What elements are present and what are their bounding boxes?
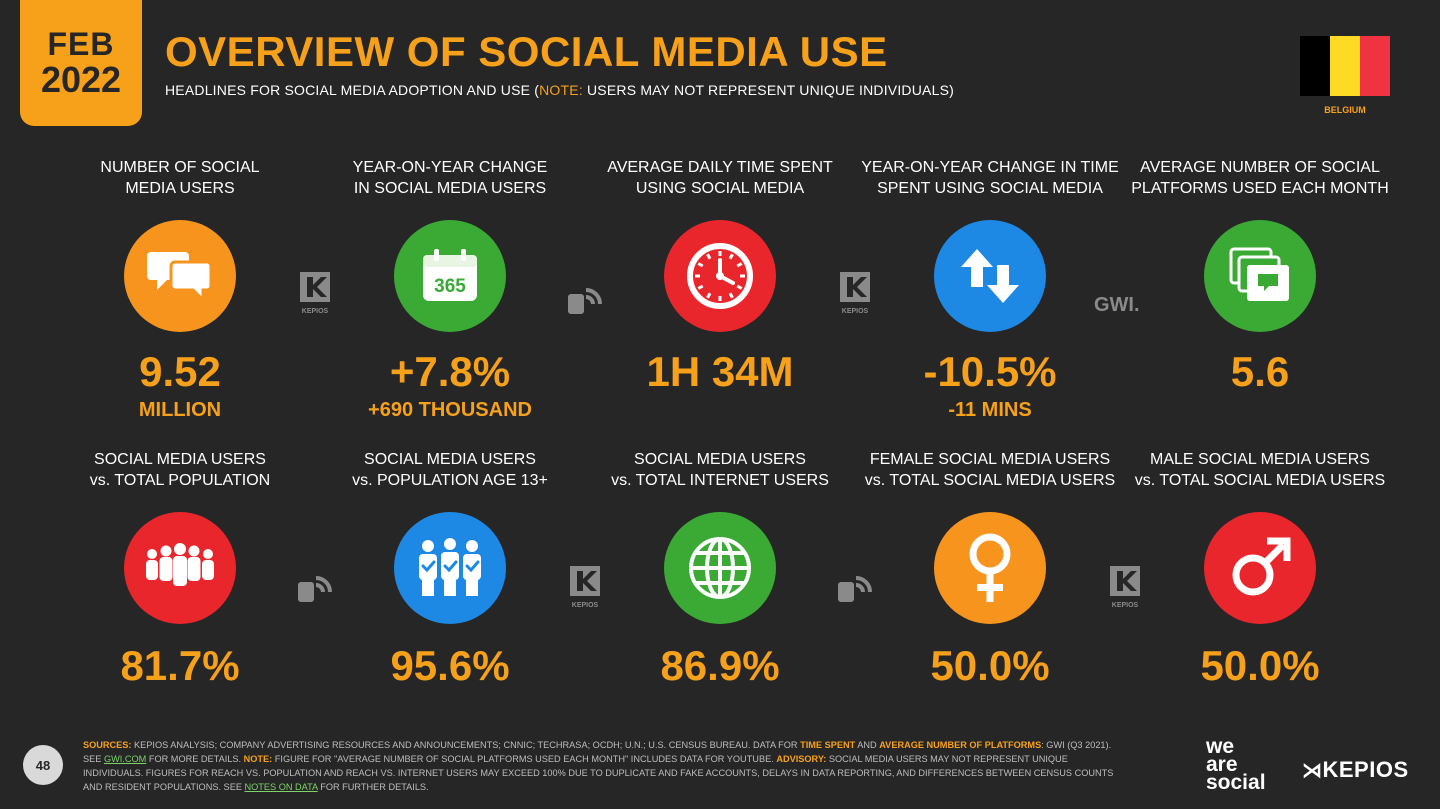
kepios-source-label: KEPIOS [1111, 602, 1139, 609]
we-are-social-logo: we are social [1206, 735, 1266, 794]
subtitle-note: NOTE: [539, 82, 583, 98]
kepios-source-icon: KEPIOS [1108, 566, 1142, 609]
belgium-flag-icon [1300, 36, 1390, 96]
stat-reach-age-13: SOCIAL MEDIA USERS vs. POPULATION AGE 13+… [315, 449, 585, 689]
stat-reach-internet-users: SOCIAL MEDIA USERS vs. TOTAL INTERNET USE… [585, 449, 855, 689]
stat-yoy-users: YEAR-ON-YEAR CHANGE IN SOCIAL MEDIA USERS… [315, 157, 585, 423]
stat-label: MALE SOCIAL MEDIA USERS vs. TOTAL SOCIAL … [1134, 451, 1386, 489]
stat-label: AVERAGE DAILY TIME SPENT USING SOCIAL MED… [607, 159, 833, 197]
datareportal-source-icon [836, 572, 876, 611]
chat-bubbles-icon [124, 220, 236, 332]
notes-on-data-link[interactable]: NOTES ON DATA [244, 782, 318, 792]
flag-stripe-yellow [1330, 36, 1360, 96]
stat-yoy-time: YEAR-ON-YEAR CHANGE IN TIME SPENT USING S… [855, 157, 1125, 423]
stat-value: 95.6% [390, 642, 510, 689]
stat-daily-time: AVERAGE DAILY TIME SPENT USING SOCIAL MED… [585, 157, 855, 397]
stat-value: +7.8% [389, 348, 511, 395]
stat-reach-total-population: SOCIAL MEDIA USERS vs. TOTAL POPULATION 8… [45, 449, 315, 689]
kepios-logo: ⋊KEPIOS [1302, 757, 1409, 782]
stat-value: 5.6 [1230, 348, 1290, 395]
flag-stripe-black [1300, 36, 1330, 96]
gwi-source-label: GWI. [1094, 294, 1140, 316]
up-down-arrows-icon [934, 220, 1046, 332]
stat-value: 1H 34M [646, 348, 794, 395]
stat-label: SOCIAL MEDIA USERS vs. POPULATION AGE 13+ [352, 451, 548, 489]
date-tab: FEB 2022 [20, 0, 142, 126]
stat-value: 81.7% [120, 642, 240, 689]
stat-value: 50.0% [930, 642, 1050, 689]
stat-avg-platforms: AVERAGE NUMBER OF SOCIAL PLATFORMS USED E… [1125, 157, 1395, 397]
stat-label: YEAR-ON-YEAR CHANGE IN TIME SPENT USING S… [861, 159, 1119, 197]
stat-label: SOCIAL MEDIA USERS vs. TOTAL INTERNET USE… [611, 451, 829, 489]
crowd-icon [124, 512, 236, 624]
stat-subvalue: +690 THOUSAND [368, 399, 532, 421]
checked-people-icon [394, 512, 506, 624]
kepios-source-icon: KEPIOS [568, 566, 602, 609]
date-month: FEB [47, 26, 115, 62]
kepios-source-icon: KEPIOS [298, 272, 332, 315]
stacked-windows-icon [1204, 220, 1316, 332]
datareportal-source-icon [296, 572, 336, 611]
stat-subvalue: MILLION [138, 399, 222, 421]
kepios-source-icon: KEPIOS [838, 272, 872, 315]
stat-label: FEMALE SOCIAL MEDIA USERS vs. TOTAL SOCIA… [864, 451, 1116, 489]
svg-text:365: 365 [434, 276, 466, 297]
page-subtitle: HEADLINES FOR SOCIAL MEDIA ADOPTION AND … [165, 82, 954, 98]
datareportal-source-icon [566, 284, 606, 323]
stat-value: 9.52 [139, 348, 221, 395]
stat-label: SOCIAL MEDIA USERS vs. TOTAL POPULATION [89, 451, 271, 489]
stat-subvalue: -11 MINS [948, 399, 1032, 421]
calendar-365-icon: 365 [394, 220, 506, 332]
page-number: 48 [23, 745, 63, 785]
globe-icon [664, 512, 776, 624]
gwi-link[interactable]: GWI.COM [103, 754, 147, 764]
date-year: 2022 [40, 59, 122, 100]
subtitle-text-end: USERS MAY NOT REPRESENT UNIQUE INDIVIDUA… [582, 82, 954, 98]
kepios-source-label: KEPIOS [571, 602, 599, 609]
kepios-source-label: KEPIOS [841, 308, 869, 315]
stat-value: 50.0% [1200, 642, 1320, 689]
stat-female-users: FEMALE SOCIAL MEDIA USERS vs. TOTAL SOCIA… [855, 449, 1125, 689]
stat-social-media-users: NUMBER OF SOCIAL MEDIA USERS 9.52 MILLION [45, 157, 315, 423]
stat-label: AVERAGE NUMBER OF SOCIAL PLATFORMS USED E… [1131, 159, 1389, 197]
sources-text: SOURCES: KEPIOS ANALYSIS; COMPANY ADVERT… [83, 740, 1114, 792]
stat-male-users: MALE SOCIAL MEDIA USERS vs. TOTAL SOCIAL … [1125, 449, 1395, 689]
stat-value: 86.9% [660, 642, 780, 689]
country-label: BELGIUM [1324, 105, 1366, 115]
kepios-source-label: KEPIOS [301, 308, 329, 315]
stat-label: YEAR-ON-YEAR CHANGE IN SOCIAL MEDIA USERS [352, 159, 548, 197]
male-symbol-icon [1204, 512, 1316, 624]
subtitle-text: HEADLINES FOR SOCIAL MEDIA ADOPTION AND … [165, 82, 540, 98]
female-symbol-icon [934, 512, 1046, 624]
clock-icon [664, 220, 776, 332]
stat-value: -10.5% [923, 348, 1057, 395]
page-title: OVERVIEW OF SOCIAL MEDIA USE [165, 28, 888, 75]
flag-stripe-red [1360, 36, 1390, 96]
stat-label: NUMBER OF SOCIAL MEDIA USERS [100, 159, 260, 197]
